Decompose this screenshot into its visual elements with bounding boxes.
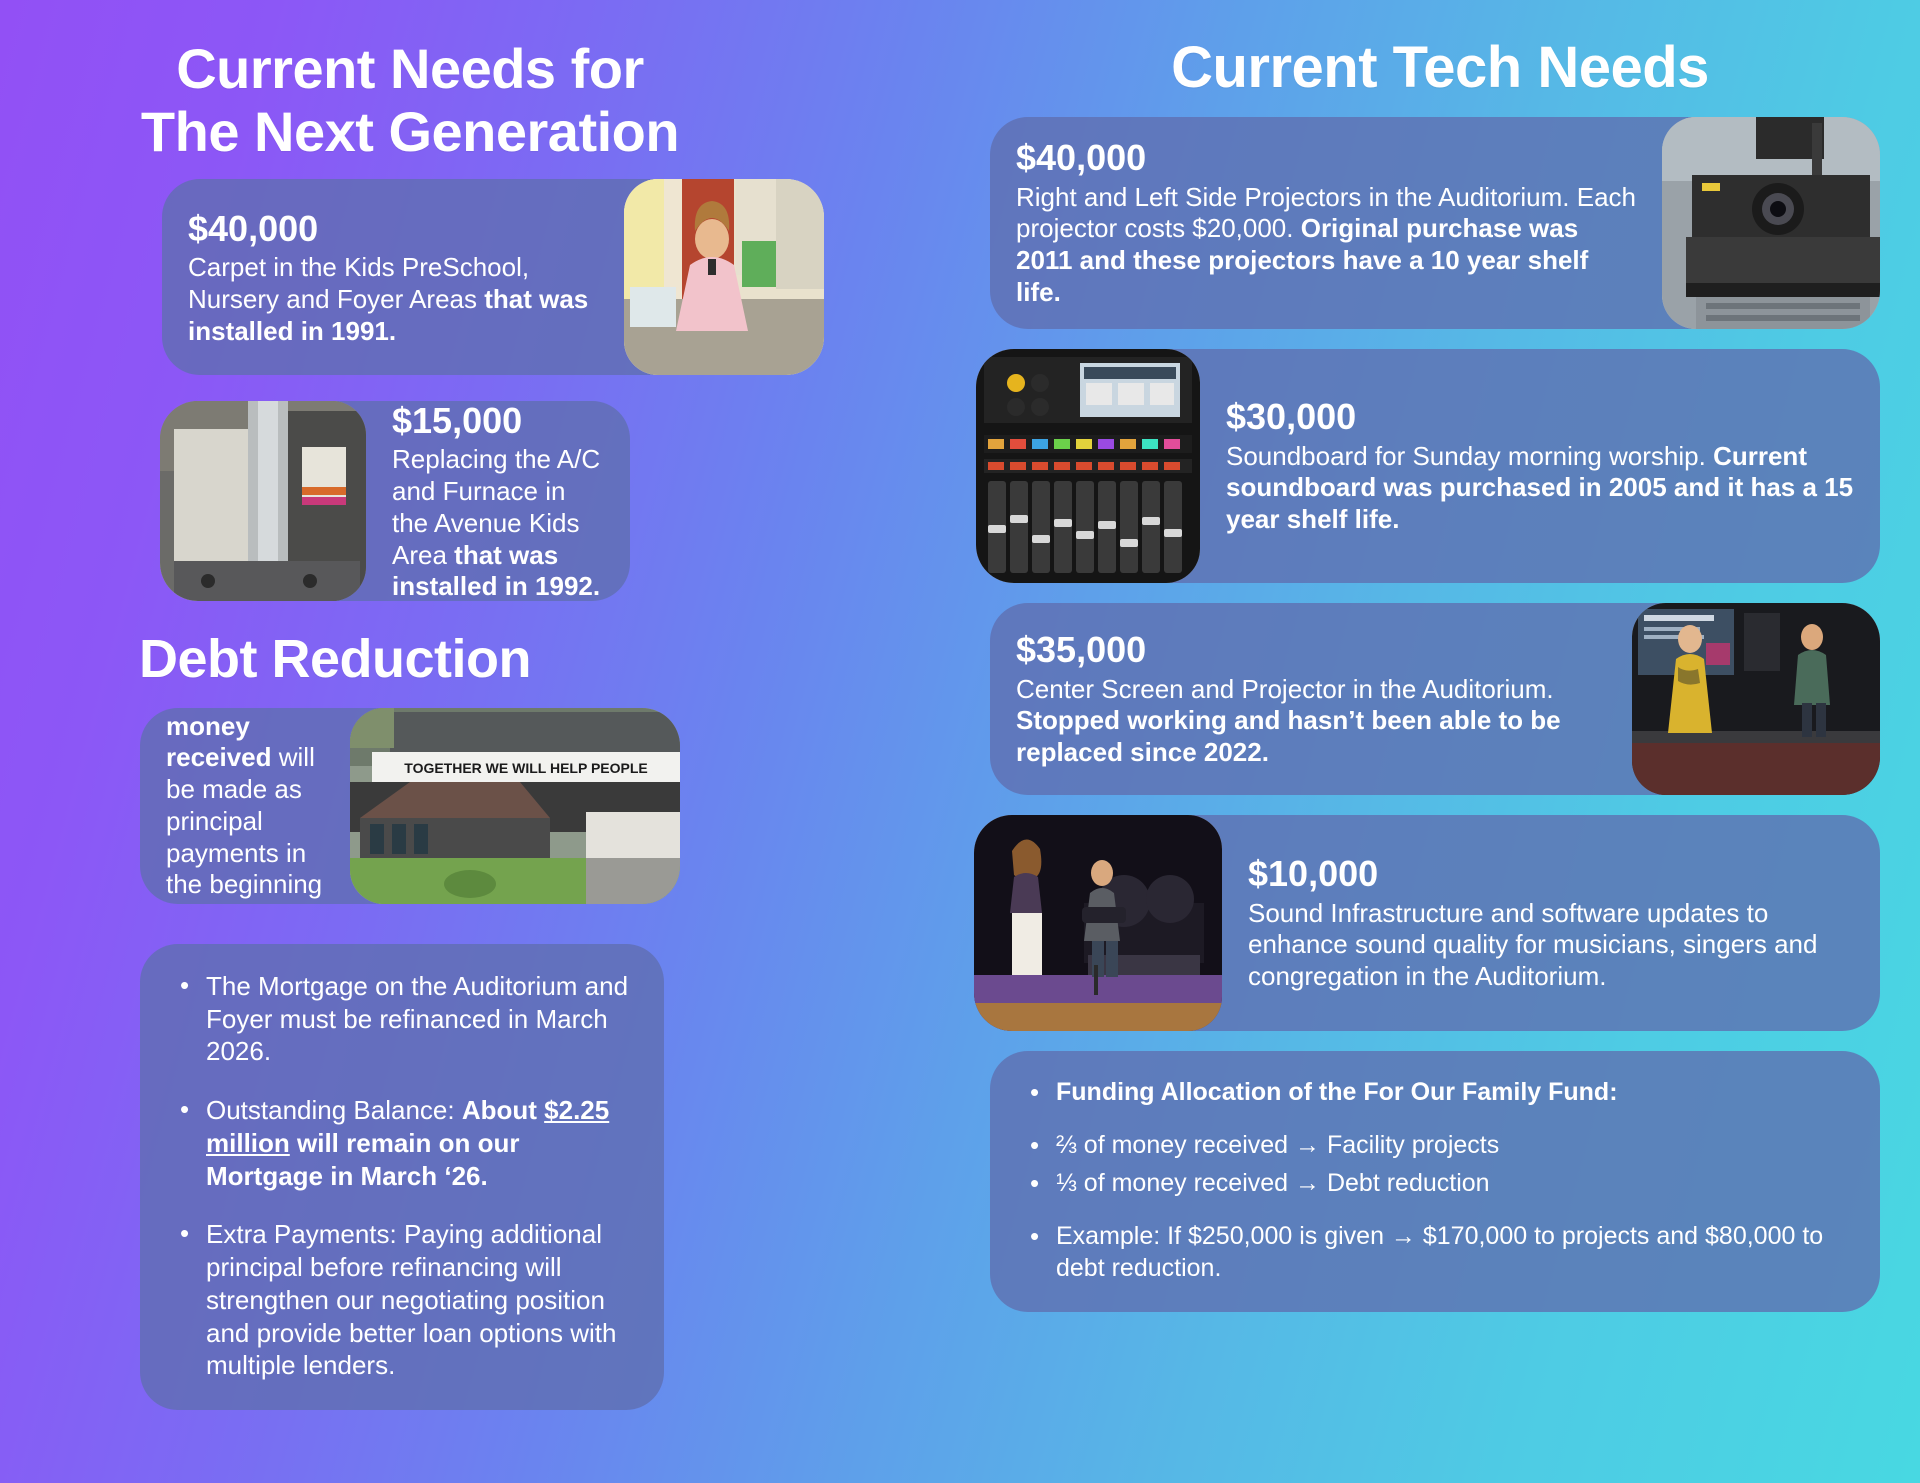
right-column: Current Tech Needs $40,000 Right and Lef… [880,0,1920,1483]
need-card-hvac-body: $15,000 Replacing the A/C and Furnace in… [366,401,630,601]
tech-card-sound-infrastructure-amount: $10,000 [1248,853,1379,895]
tech-card-soundboard: $30,000 Soundboard for Sunday morning wo… [976,348,1880,583]
tech-card-center-screen: $35,000 Center Screen and Projector in t… [990,602,1880,795]
bullet-text: The Mortgage on the Auditorium and Foyer… [206,970,629,1067]
stage-presentation-photo [1632,602,1880,795]
spacer [880,101,1920,117]
left-title-line-1: Current Needs for [176,37,644,100]
debt-bullet-mortgage: The Mortgage on the Auditorium and Foyer… [174,969,630,1068]
need-card-carpet-description: Carpet in the Kids PreSchool, Nursery an… [188,252,598,347]
need-card-hvac: $15,000 Replacing the A/C and Furnace in… [160,401,630,602]
desc-plain: Replacing the A/C and Furnace in the Ave… [392,444,601,570]
church-building-photo: TOGETHER WE WILL HELP PEOPLE [350,707,680,904]
debt-principal-card-body: ⅓ of the money received will be made as … [140,708,350,904]
left-section-title: Current Needs for The Next Generation [0,26,880,163]
bullet-underline: $2.25 million [206,1095,610,1158]
allocation-item-facility: ⅔ of money received → Facility projects [1024,1129,1846,1162]
funding-allocation-box: Funding Allocation of the For Our Family… [990,1050,1880,1313]
allocation-heading-text: Funding Allocation of the For Our Family… [1056,1077,1618,1106]
need-card-carpet: $40,000 Carpet in the Kids PreSchool, Nu… [162,179,824,376]
desc-bold: that was installed in 1991. [188,283,589,346]
left-column: Current Needs for The Next Generation $4… [0,0,880,1483]
debt-bullet-extra-payments: Extra Payments: Paying additional princi… [174,1217,630,1382]
tech-card-center-screen-description: Center Screen and Projector in the Audit… [1016,674,1606,769]
funding-allocation-list: Funding Allocation of the For Our Family… [1024,1076,1846,1109]
bullet-text: Extra Payments: Paying additional princi… [206,1219,617,1381]
furnace-photo [160,401,366,602]
tech-card-projectors-description: Right and Left Side Projectors in the Au… [1016,182,1636,309]
need-card-hvac-amount: $15,000 [392,401,523,441]
left-title-line-2: The Next Generation [140,99,680,163]
allocation-item-debt: ⅓ of money received → Debt reduction [1024,1167,1846,1200]
desc-plain: will be made as principal payments in th… [166,742,323,903]
allocation-example: Example: If $250,000 is given → $170,000… [1024,1220,1846,1284]
tech-card-center-screen-amount: $35,000 [1016,629,1147,671]
desc-plain: Soundboard for Sunday morning worship. [1226,440,1714,471]
tech-card-projectors-amount: $40,000 [1016,137,1147,179]
right-section-title: Current Tech Needs [1171,35,1709,100]
need-card-carpet-amount: $40,000 [188,207,319,249]
tech-card-soundboard-body: $30,000 Soundboard for Sunday morning wo… [1200,374,1880,558]
need-card-carpet-body: $40,000 Carpet in the Kids PreSchool, Nu… [162,186,624,370]
desc-bold: ⅓ of the money received [166,708,272,773]
desc-bold: that was installed in 1992. [392,539,601,602]
worship-band-photo [974,814,1222,1031]
desc-bold: Original purchase was 2011 and these pro… [1016,213,1589,307]
bullet-text: Outstanding Balance: [206,1095,462,1126]
allocation-example-list: Example: If $250,000 is given → $170,000… [1024,1220,1846,1284]
tech-card-projectors-body: $40,000 Right and Left Side Projectors i… [990,117,1662,329]
bullet-bold: About [461,1095,545,1126]
tech-card-sound-infrastructure: $10,000 Sound Infrastructure and softwar… [974,814,1880,1031]
svg-text:TOGETHER WE WILL HELP PEOPLE: TOGETHER WE WILL HELP PEOPLE [404,760,647,776]
debt-principal-card: ⅓ of the money received will be made as … [140,707,680,904]
preschool-child-photo [624,179,824,376]
tech-card-sound-infrastructure-description: Sound Infrastructure and software update… [1248,898,1854,993]
tech-card-center-screen-body: $35,000 Center Screen and Projector in t… [990,607,1632,791]
need-card-hvac-description: Replacing the A/C and Furnace in the Ave… [392,444,604,601]
allocation-heading: Funding Allocation of the For Our Family… [1024,1076,1846,1109]
allocation-split-list: ⅔ of money received → Facility projects … [1024,1129,1846,1200]
desc-plain: Carpet in the Kids PreSchool, Nursery an… [188,252,530,314]
debt-bullet-balance: Outstanding Balance: About $2.25 million… [174,1093,630,1192]
tech-card-soundboard-description: Soundboard for Sunday morning worship. C… [1226,441,1854,536]
tech-card-soundboard-amount: $30,000 [1226,396,1357,438]
tech-card-sound-infrastructure-body: $10,000 Sound Infrastructure and softwar… [1222,831,1880,1015]
debt-reduction-title: Debt Reduction [139,629,532,690]
tech-card-projectors: $40,000 Right and Left Side Projectors i… [990,116,1880,329]
soundboard-photo [976,348,1200,583]
desc-bold: Current soundboard was purchased in 2005… [1226,440,1854,535]
debt-bullet-list: The Mortgage on the Auditorium and Foyer… [174,969,630,1382]
debt-bullet-box: The Mortgage on the Auditorium and Foyer… [140,943,664,1411]
desc-plain: Right and Left Side Projectors in the Au… [1016,181,1637,244]
projector-photo [1662,116,1880,329]
desc-plain: Center Screen and Projector in the Audit… [1016,673,1554,704]
debt-principal-description: ⅓ of the money received will be made as … [166,708,324,904]
desc-plain: Sound Infrastructure and software update… [1248,897,1818,992]
bullet-bold-2: will remain on our Mortgage in March ‘26… [206,1127,520,1191]
desc-bold: Stopped working and hasn’t been able to … [1016,705,1561,768]
